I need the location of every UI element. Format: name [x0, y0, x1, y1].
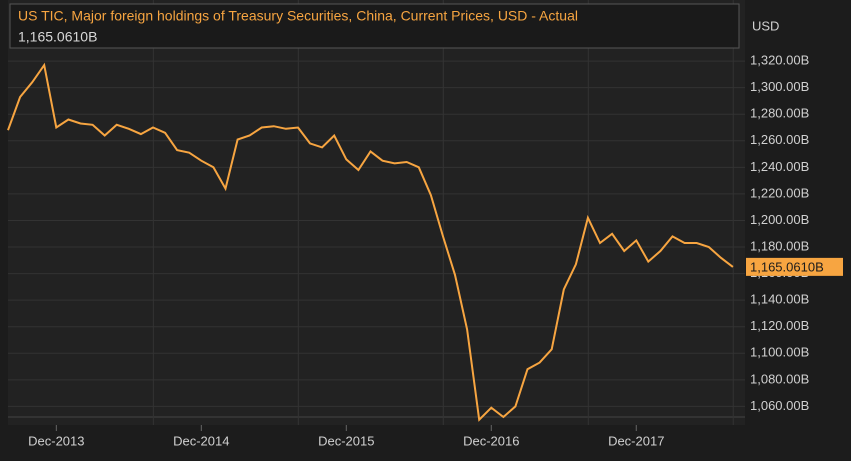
- x-tick-label: Dec-2013: [28, 433, 84, 448]
- last-value-label: 1,165.0610B: [750, 259, 824, 274]
- title-box: [9, 3, 740, 49]
- y-unit: USD: [752, 18, 779, 33]
- y-tick-label: 1,260.00B: [750, 132, 809, 147]
- y-tick-label: 1,220.00B: [750, 185, 809, 200]
- y-tick-label: 1,060.00B: [750, 398, 809, 413]
- x-tick-label: Dec-2015: [318, 433, 374, 448]
- y-tick-label: 1,120.00B: [750, 318, 809, 333]
- y-tick-label: 1,200.00B: [750, 212, 809, 227]
- x-tick-label: Dec-2016: [463, 433, 519, 448]
- y-tick-label: 1,320.00B: [750, 53, 809, 68]
- line: [7, 62, 734, 422]
- y-tick-label: 1,300.00B: [750, 79, 809, 94]
- x-tick-label: Dec-2014: [173, 433, 229, 448]
- y-tick-label: 1,240.00B: [750, 159, 809, 174]
- y-tick-label: 1,280.00B: [750, 106, 809, 121]
- y-tick-label: 1,140.00B: [750, 292, 809, 307]
- y-tick-label: 1,180.00B: [750, 238, 809, 253]
- grid: [8, 0, 745, 431]
- plot-area: [8, 0, 745, 425]
- current-value: 1,165.0610B: [18, 29, 97, 45]
- marks: [7, 62, 734, 422]
- y-tick-label: 1,080.00B: [750, 371, 809, 386]
- y-tick-label: 1,100.00B: [750, 345, 809, 360]
- x-tick-label: Dec-2017: [608, 433, 664, 448]
- chart-title: US TIC, Major foreign holdings of Treasu…: [18, 8, 578, 24]
- last-value-badge: [746, 257, 843, 276]
